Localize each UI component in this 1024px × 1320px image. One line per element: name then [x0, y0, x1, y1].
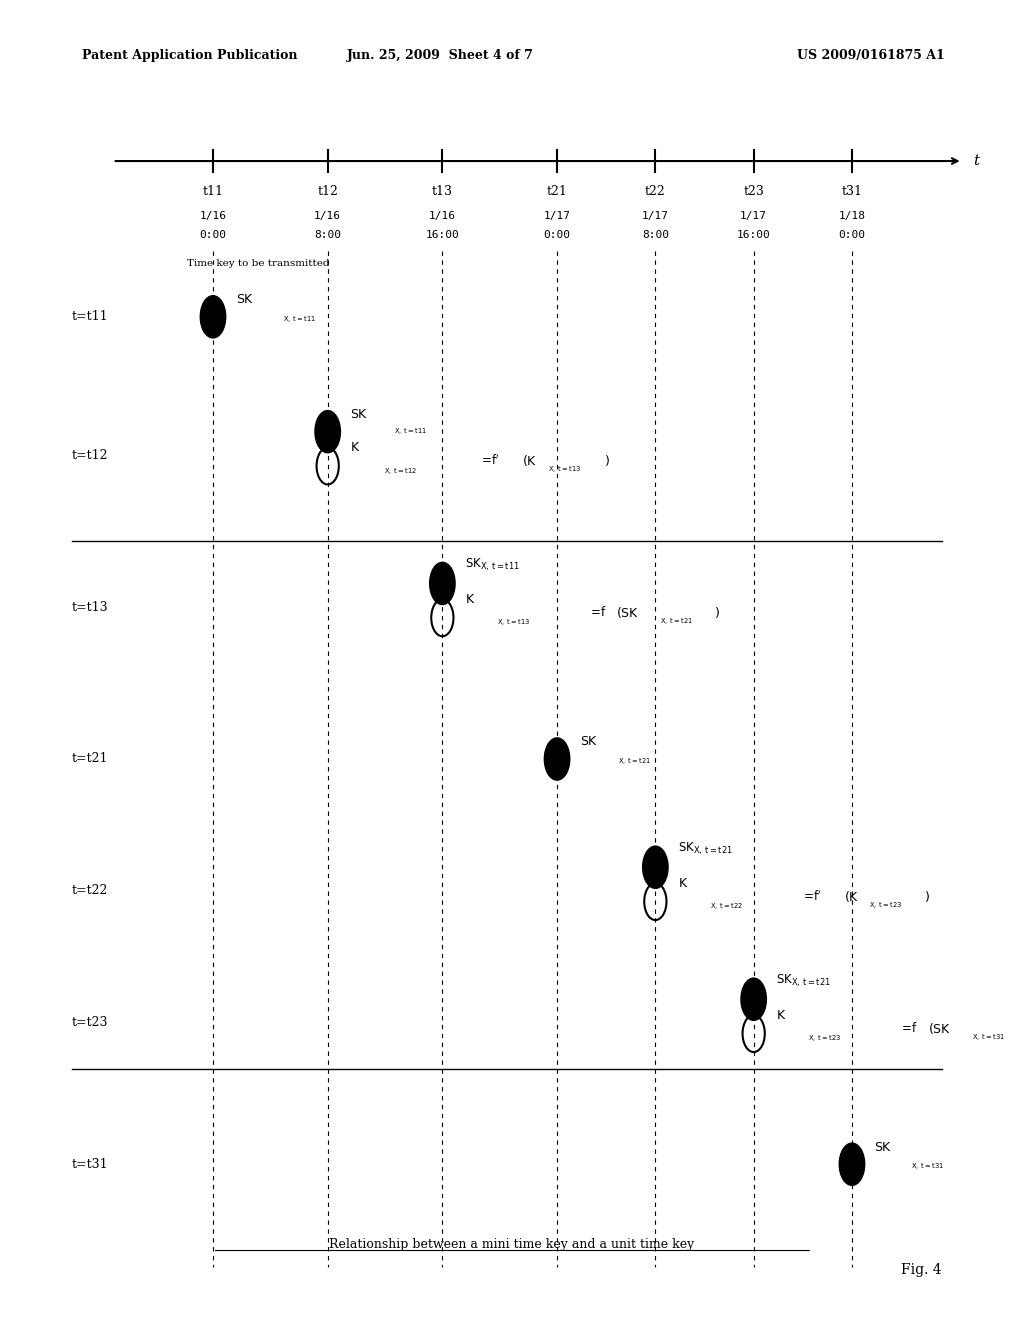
- Text: t=t13: t=t13: [72, 601, 109, 614]
- Text: 0:00: 0:00: [200, 230, 226, 240]
- Ellipse shape: [840, 1143, 864, 1185]
- Text: $_{\mathrm{X,\,t=t13}}$: $_{\mathrm{X,\,t=t13}}$: [548, 465, 581, 475]
- Text: t23: t23: [743, 185, 764, 198]
- Text: $(\mathrm{SK}$: $(\mathrm{SK}$: [616, 605, 640, 620]
- Text: 1/17: 1/17: [740, 211, 767, 222]
- Text: $\mathrm{SK}_{\mathrm{X,\,t=t21}}$: $\mathrm{SK}_{\mathrm{X,\,t=t21}}$: [678, 841, 732, 857]
- Text: $(\mathrm{SK}$: $(\mathrm{SK}$: [928, 1020, 951, 1036]
- Text: $_{\mathrm{X,\,t=t21}}$: $_{\mathrm{X,\,t=t21}}$: [660, 616, 693, 627]
- Text: Jun. 25, 2009  Sheet 4 of 7: Jun. 25, 2009 Sheet 4 of 7: [347, 49, 534, 62]
- Ellipse shape: [201, 296, 225, 338]
- Text: t12: t12: [317, 185, 338, 198]
- Text: $(\mathrm{K}$: $(\mathrm{K}$: [844, 888, 859, 904]
- Text: $_{\mathrm{X,\,t=t23}}$: $_{\mathrm{X,\,t=t23}}$: [808, 1034, 841, 1044]
- Text: $_{\mathrm{X,\,t=t23}}$: $_{\mathrm{X,\,t=t23}}$: [869, 900, 902, 911]
- Text: $)$: $)$: [714, 605, 720, 620]
- Text: t=t23: t=t23: [72, 1016, 109, 1030]
- Text: t31: t31: [842, 185, 862, 198]
- Text: t22: t22: [645, 185, 666, 198]
- Text: $(\mathrm{K}$: $(\mathrm{K}$: [522, 453, 538, 469]
- Text: $=\!\mathrm{f}^{\prime}$: $=\!\mathrm{f}^{\prime}$: [479, 454, 500, 467]
- Text: t=t31: t=t31: [72, 1158, 109, 1171]
- Text: $\mathrm{K}$: $\mathrm{K}$: [465, 593, 475, 606]
- Text: Relationship between a mini time key and a unit time key: Relationship between a mini time key and…: [330, 1238, 694, 1251]
- Text: t=t11: t=t11: [72, 310, 109, 323]
- Text: 1/17: 1/17: [544, 211, 570, 222]
- Text: $_{\mathrm{X,\,t=t13}}$: $_{\mathrm{X,\,t=t13}}$: [497, 618, 529, 628]
- Text: $)$: $)$: [1022, 1020, 1024, 1036]
- Text: 8:00: 8:00: [642, 230, 669, 240]
- Text: t=t21: t=t21: [72, 752, 109, 766]
- Ellipse shape: [643, 846, 668, 888]
- Text: $\mathrm{SK}$: $\mathrm{SK}$: [874, 1140, 893, 1154]
- Text: t21: t21: [547, 185, 567, 198]
- Text: 1/18: 1/18: [839, 211, 865, 222]
- Text: 8:00: 8:00: [314, 230, 341, 240]
- Text: $\mathrm{K}$: $\mathrm{K}$: [776, 1008, 786, 1022]
- Text: $\mathrm{K}$: $\mathrm{K}$: [678, 876, 688, 890]
- Text: Patent Application Publication: Patent Application Publication: [82, 49, 297, 62]
- Text: 1/16: 1/16: [314, 211, 341, 222]
- Text: $_{\mathrm{X,\,t=t11}}$: $_{\mathrm{X,\,t=t11}}$: [394, 426, 427, 437]
- Text: $_{\mathrm{X,\,t=t31}}$: $_{\mathrm{X,\,t=t31}}$: [972, 1032, 1005, 1043]
- Ellipse shape: [315, 411, 340, 453]
- Text: $\mathrm{SK}$: $\mathrm{SK}$: [236, 293, 254, 306]
- Text: $)$: $)$: [924, 888, 930, 904]
- Text: 0:00: 0:00: [839, 230, 865, 240]
- Ellipse shape: [545, 738, 569, 780]
- Text: 16:00: 16:00: [426, 230, 459, 240]
- Text: $_{\mathrm{X,\,t=t31}}$: $_{\mathrm{X,\,t=t31}}$: [911, 1162, 944, 1172]
- Text: 16:00: 16:00: [737, 230, 770, 240]
- Text: Time key to be transmitted: Time key to be transmitted: [187, 260, 330, 268]
- Ellipse shape: [741, 978, 766, 1020]
- Text: $=\!\mathrm{f}^{\prime}$: $=\!\mathrm{f}^{\prime}$: [801, 890, 821, 903]
- Text: US 2009/0161875 A1: US 2009/0161875 A1: [797, 49, 944, 62]
- Text: $=\!\mathrm{f}$: $=\!\mathrm{f}$: [588, 606, 606, 619]
- Text: $_{\mathrm{X,\,t=t21}}$: $_{\mathrm{X,\,t=t21}}$: [618, 756, 651, 767]
- Text: $\mathrm{SK}_{\mathrm{X,\,t=t11}}$: $\mathrm{SK}_{\mathrm{X,\,t=t11}}$: [465, 557, 519, 573]
- Text: 1/16: 1/16: [200, 211, 226, 222]
- Ellipse shape: [430, 562, 455, 605]
- Text: t13: t13: [432, 185, 453, 198]
- Text: 1/17: 1/17: [642, 211, 669, 222]
- Text: 1/16: 1/16: [429, 211, 456, 222]
- Text: Fig. 4: Fig. 4: [901, 1263, 942, 1276]
- Text: t11: t11: [203, 185, 223, 198]
- Text: t=t12: t=t12: [72, 449, 109, 462]
- Text: t: t: [973, 154, 979, 168]
- Text: $_{\mathrm{X,\,t=t12}}$: $_{\mathrm{X,\,t=t12}}$: [384, 466, 417, 477]
- Text: $)$: $)$: [604, 453, 610, 469]
- Text: $=\!\mathrm{f}$: $=\!\mathrm{f}$: [899, 1022, 918, 1035]
- Text: $_{\mathrm{X,\,t=t11}}$: $_{\mathrm{X,\,t=t11}}$: [283, 314, 315, 325]
- Text: $_{\mathrm{X,\,t=t22}}$: $_{\mathrm{X,\,t=t22}}$: [710, 902, 742, 912]
- Text: 0:00: 0:00: [544, 230, 570, 240]
- Text: $\mathrm{SK}_{\mathrm{X,\,t=t21}}$: $\mathrm{SK}_{\mathrm{X,\,t=t21}}$: [776, 973, 830, 989]
- Text: $\mathrm{K}$: $\mathrm{K}$: [350, 441, 360, 454]
- Text: $\mathrm{SK}$: $\mathrm{SK}$: [580, 735, 598, 748]
- Text: t=t22: t=t22: [72, 884, 109, 898]
- Text: $\mathrm{SK}$: $\mathrm{SK}$: [350, 408, 369, 421]
